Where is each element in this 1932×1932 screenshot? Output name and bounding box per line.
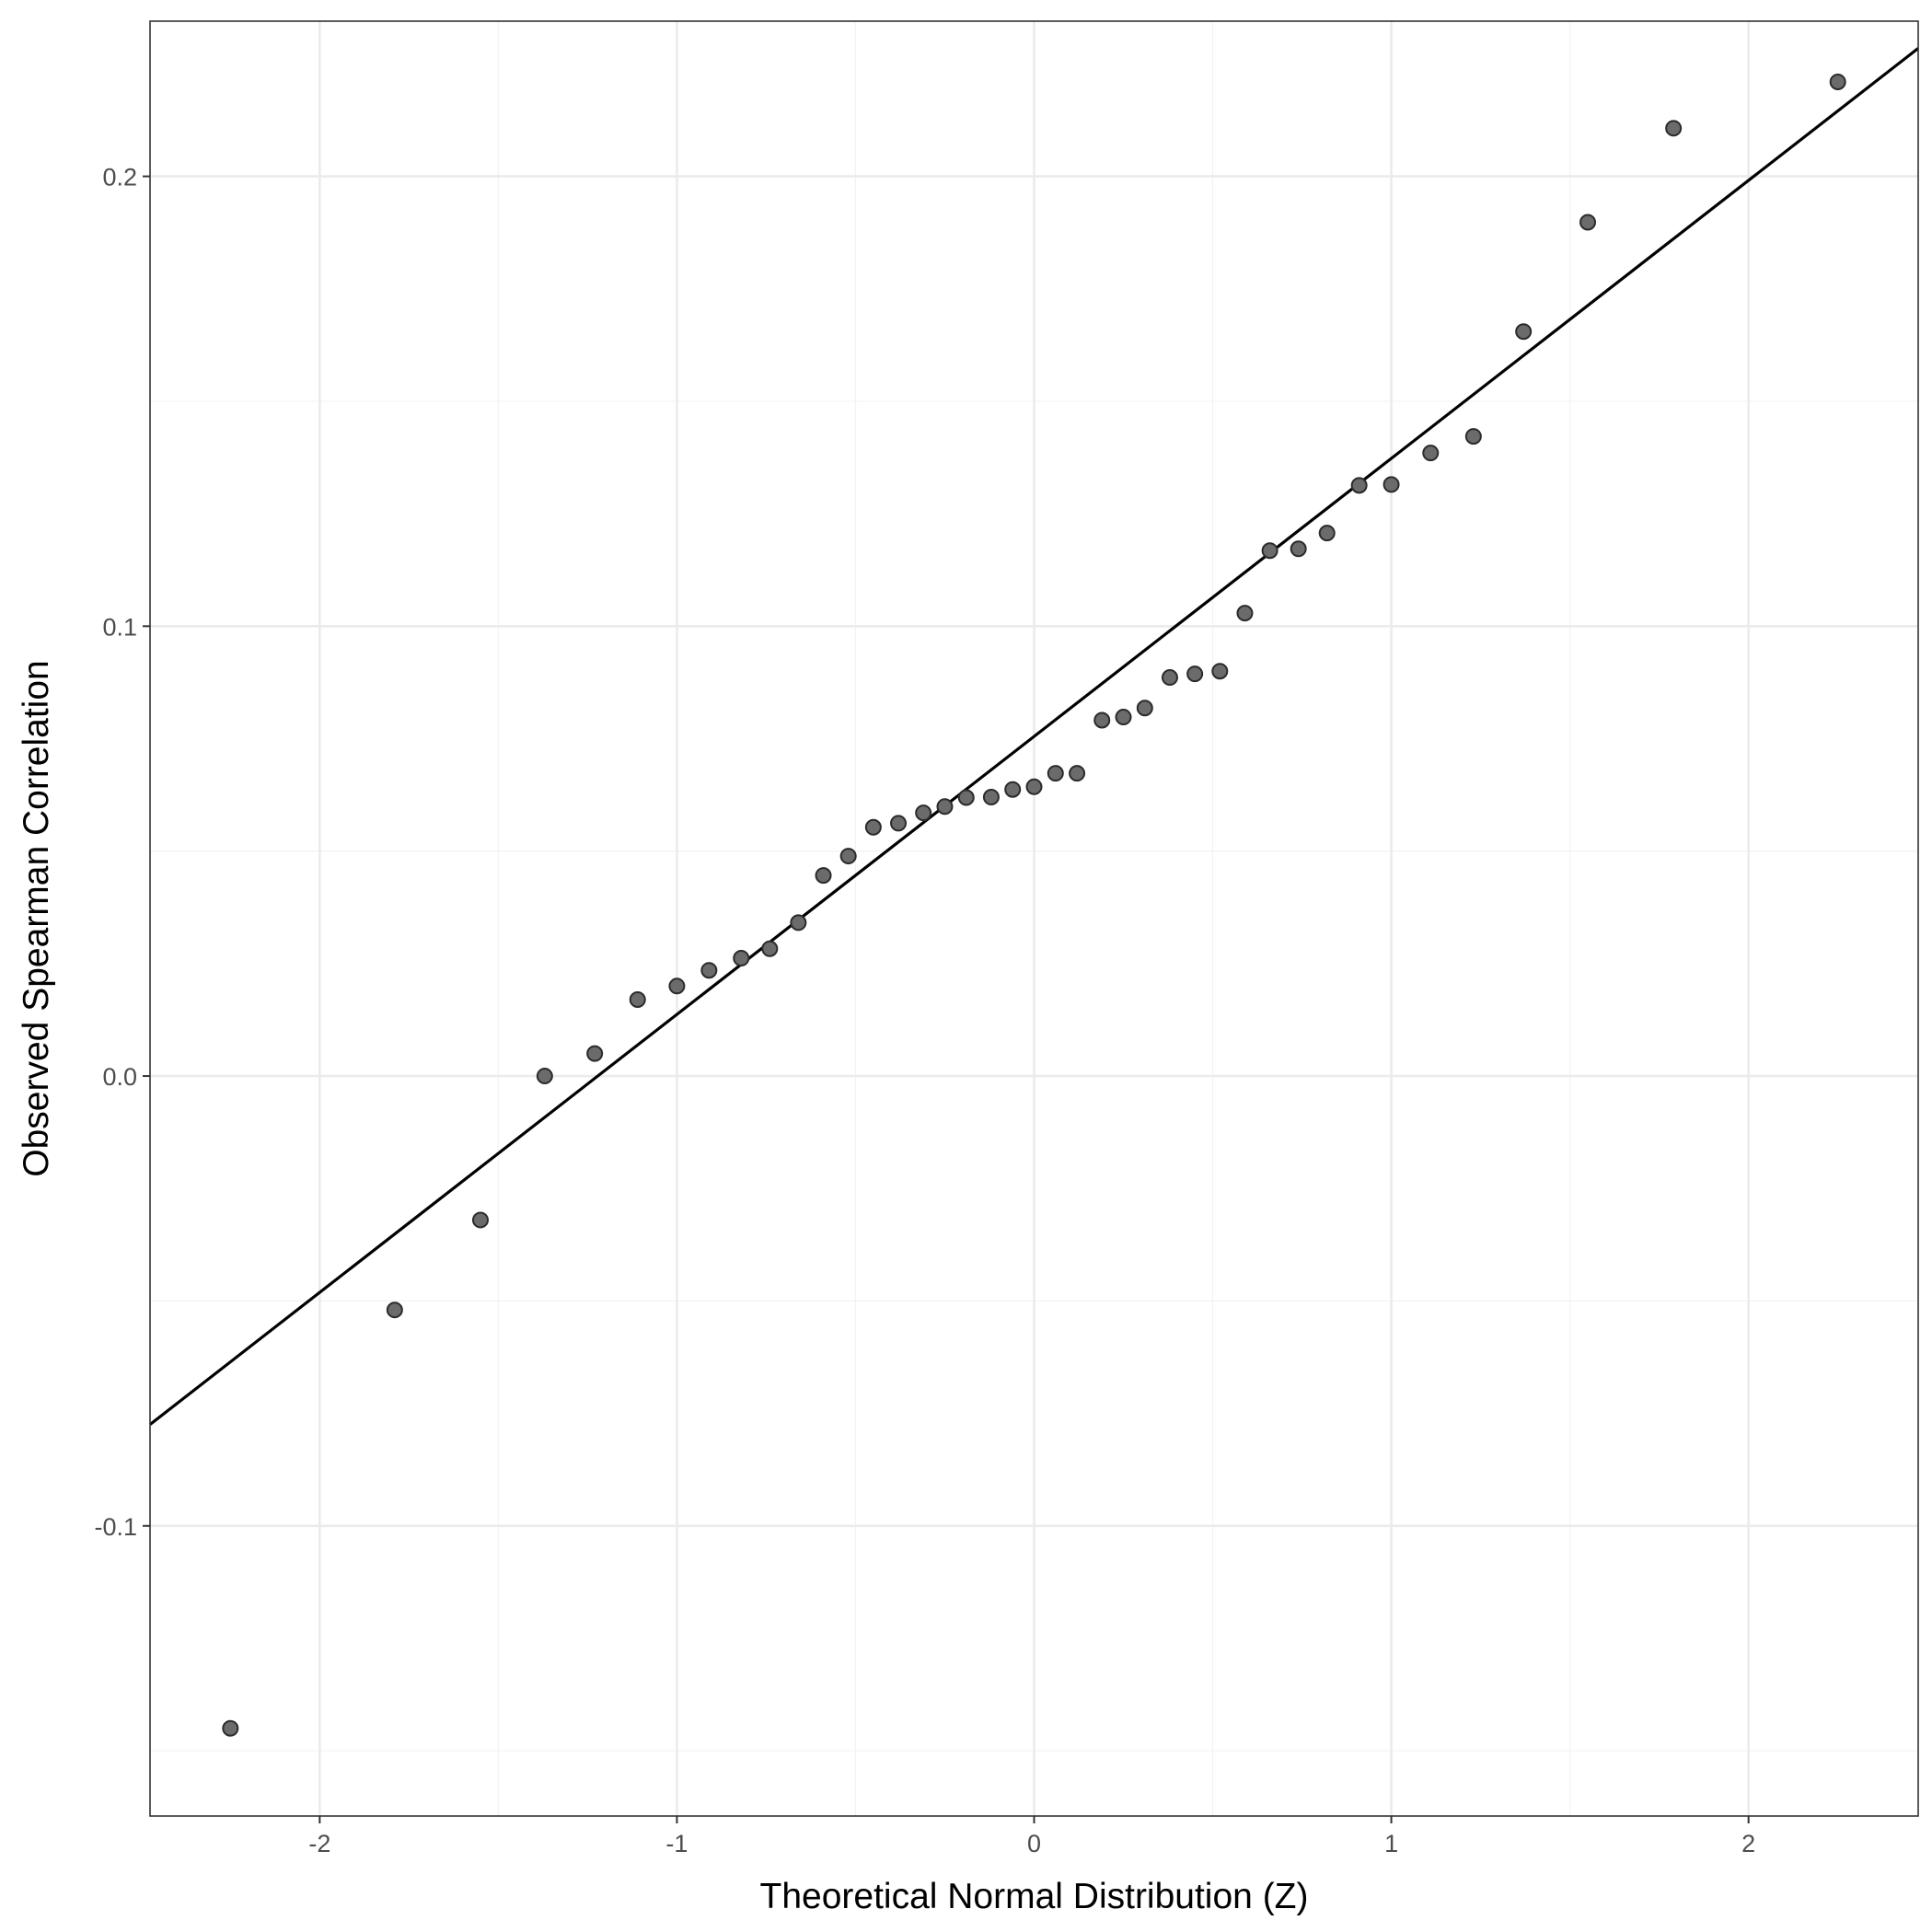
data-point <box>1236 605 1254 622</box>
data-point <box>982 789 1000 806</box>
data-point <box>864 818 882 836</box>
data-point <box>1093 711 1111 729</box>
data-point <box>936 798 954 816</box>
data-point <box>890 815 908 832</box>
data-points <box>222 73 1846 1737</box>
y-axis-title: Observed Spearman Correlation <box>17 660 56 1176</box>
x-axis: -2 -1 0 1 2 <box>308 1816 1755 1857</box>
data-point <box>839 848 857 865</box>
data-point <box>471 1211 489 1229</box>
data-point <box>1211 663 1229 680</box>
data-point <box>1186 665 1204 683</box>
data-point <box>1829 73 1846 90</box>
x-tick-label: -2 <box>308 1830 330 1857</box>
y-tick-label: 0.0 <box>102 1063 137 1091</box>
major-gridlines <box>150 21 1918 1816</box>
data-point <box>1161 669 1178 687</box>
data-point <box>733 950 750 967</box>
data-point <box>1047 765 1064 782</box>
y-tick-label: 0.1 <box>102 613 137 641</box>
data-point <box>790 914 807 931</box>
data-point <box>1579 214 1597 231</box>
data-point <box>386 1301 403 1319</box>
data-point <box>222 1719 239 1737</box>
x-axis-title: Theoretical Normal Distribution (Z) <box>760 1877 1309 1916</box>
data-point <box>1136 700 1153 717</box>
data-point <box>957 789 975 806</box>
x-tick-label: -1 <box>665 1830 688 1857</box>
data-point <box>1025 778 1043 795</box>
data-point <box>1515 323 1533 341</box>
data-point <box>1350 477 1368 494</box>
data-point <box>1115 709 1132 726</box>
x-tick-label: 2 <box>1741 1830 1755 1857</box>
reference-line <box>149 47 1919 1426</box>
data-point <box>915 804 932 822</box>
y-axis: -0.1 0.0 0.1 0.2 <box>94 164 150 1541</box>
y-tick-label: -0.1 <box>94 1513 137 1541</box>
data-point <box>761 940 779 957</box>
data-point <box>1004 781 1022 798</box>
data-point <box>1464 428 1482 445</box>
data-point <box>700 962 718 979</box>
data-point <box>536 1068 553 1085</box>
data-point <box>1382 476 1400 493</box>
reference-line-group <box>149 47 1919 1426</box>
data-point <box>586 1045 604 1062</box>
data-point <box>815 867 832 885</box>
data-point <box>1318 525 1336 542</box>
y-tick-label: 0.2 <box>102 164 137 191</box>
data-point <box>668 978 686 995</box>
data-point <box>1069 765 1086 782</box>
x-tick-label: 0 <box>1027 1830 1041 1857</box>
data-point <box>1290 540 1307 558</box>
data-point <box>629 990 646 1008</box>
data-point <box>1665 120 1683 137</box>
data-point <box>1261 542 1278 560</box>
data-point <box>1422 445 1440 462</box>
x-tick-label: 1 <box>1384 1830 1398 1857</box>
